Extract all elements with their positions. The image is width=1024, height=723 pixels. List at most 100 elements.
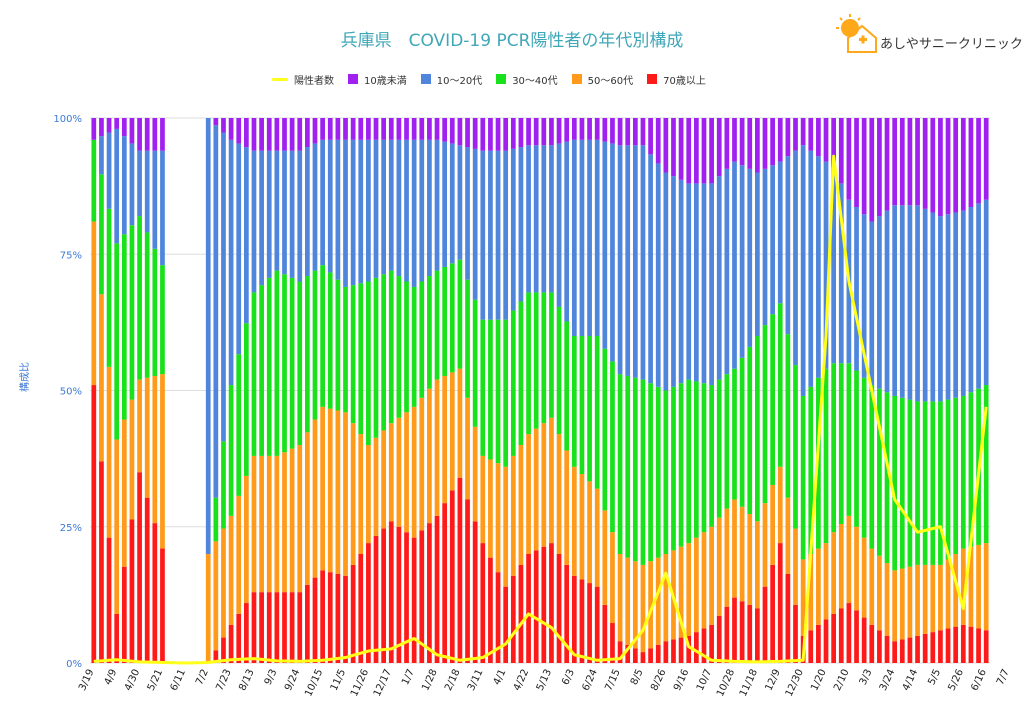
bar-segment-under10 bbox=[366, 118, 371, 140]
bar-segment-10-20s bbox=[289, 150, 295, 278]
x-tick-label: 8/26 bbox=[649, 668, 668, 693]
bar-segment-under10 bbox=[899, 118, 905, 206]
bar-segment-50-60s bbox=[335, 410, 341, 574]
clinic-name: あしやサニークリニック bbox=[880, 37, 1023, 52]
bar-segment-30-40s bbox=[960, 395, 966, 549]
bar-segment-under10 bbox=[289, 118, 295, 151]
bar-segment-70plus bbox=[960, 624, 966, 663]
bar-segment-under10 bbox=[266, 118, 272, 151]
bar-segment-under10 bbox=[526, 118, 531, 146]
bar-segment-10-20s bbox=[579, 139, 585, 336]
x-tick-label: 7/15 bbox=[603, 668, 622, 693]
bar-segment-70plus bbox=[221, 637, 226, 663]
legend-swatch bbox=[420, 74, 431, 84]
bar-segment-50-60s bbox=[419, 397, 425, 531]
bar-segment-under10 bbox=[243, 118, 249, 148]
bar-segment-50-60s bbox=[831, 532, 837, 614]
bar-segment-10-20s bbox=[160, 150, 165, 266]
bar-segment-30-40s bbox=[907, 399, 913, 567]
bar-segment-10-20s bbox=[724, 168, 730, 375]
x-tick-label: 9/3 bbox=[263, 668, 280, 687]
bar-segment-under10 bbox=[884, 118, 890, 211]
bar-segment-under10 bbox=[228, 118, 234, 140]
bar-segment-10-20s bbox=[259, 150, 264, 286]
bar-segment-30-40s bbox=[938, 401, 943, 565]
bar-segment-10-20s bbox=[610, 143, 615, 362]
bar-segment-50-60s bbox=[747, 514, 753, 605]
legend-swatch bbox=[348, 74, 358, 84]
bar-segment-10-20s bbox=[587, 139, 592, 336]
bar-segment-10-20s bbox=[739, 165, 745, 358]
bar-segment-30-40s bbox=[350, 285, 356, 424]
bar-segment-30-40s bbox=[297, 281, 303, 445]
bar-segment-50-60s bbox=[678, 546, 684, 638]
bar-segment-70plus bbox=[495, 572, 501, 663]
bar-segment-under10 bbox=[556, 118, 562, 144]
bar-segment-under10 bbox=[213, 118, 219, 126]
bar-segment-under10 bbox=[411, 118, 417, 140]
bar-segment-10-20s bbox=[594, 139, 600, 336]
bar-segment-30-40s bbox=[213, 497, 219, 542]
legend-item-30-40s: 30～40代 bbox=[496, 72, 558, 87]
bar-segment-70plus bbox=[251, 592, 257, 663]
bar-segment-70plus bbox=[282, 592, 287, 663]
bar-segment-50-60s bbox=[320, 406, 325, 571]
bar-segment-70plus bbox=[877, 630, 882, 663]
bar-segment-30-40s bbox=[922, 401, 928, 565]
bar-segment-10-20s bbox=[571, 139, 577, 336]
bar-segment-10-20s bbox=[686, 183, 692, 380]
bar-segment-10-20s bbox=[236, 143, 242, 355]
bar-segment-30-40s bbox=[366, 281, 371, 445]
x-tick-label: 4/9 bbox=[103, 668, 120, 687]
bar-segment-70plus bbox=[663, 641, 669, 663]
bar-segment-10-20s bbox=[121, 136, 127, 235]
bar-segment-30-40s bbox=[930, 401, 936, 565]
bar-segment-70plus bbox=[121, 566, 127, 663]
bar-segment-30-40s bbox=[953, 397, 959, 554]
chart-title: 兵庫県 COVID-19 PCR陽性者の年代別構成 bbox=[340, 31, 684, 51]
bar-segment-30-40s bbox=[152, 248, 158, 376]
bar-segment-70plus bbox=[320, 570, 325, 663]
bar-segment-70plus bbox=[915, 635, 920, 663]
bar-segment-70plus bbox=[587, 583, 592, 663]
bar-segment-30-40s bbox=[686, 379, 692, 544]
bar-segment-70plus bbox=[632, 648, 638, 663]
bar-segment-under10 bbox=[549, 118, 554, 146]
bar-segment-10-20s bbox=[411, 139, 417, 287]
bar-segment-10-20s bbox=[831, 167, 837, 364]
bar-segment-50-60s bbox=[823, 543, 829, 620]
bar-segment-50-60s bbox=[129, 399, 135, 520]
bar-segment-10-20s bbox=[381, 139, 387, 275]
bar-segment-under10 bbox=[137, 118, 142, 151]
bar-segment-50-60s bbox=[266, 455, 272, 593]
bar-segment-30-40s bbox=[381, 274, 387, 431]
bar-segment-30-40s bbox=[160, 265, 165, 375]
bar-segment-70plus bbox=[747, 604, 753, 663]
bar-segment-50-60s bbox=[518, 445, 524, 565]
bar-segment-30-40s bbox=[396, 276, 402, 418]
bar-segment-under10 bbox=[488, 118, 493, 151]
bar-segment-50-60s bbox=[243, 475, 249, 604]
bar-segment-70plus bbox=[343, 575, 348, 663]
bar-segment-50-60s bbox=[854, 526, 859, 611]
bar-segment-50-60s bbox=[648, 561, 653, 649]
bar-segment-10-20s bbox=[785, 156, 791, 335]
bar-segment-under10 bbox=[373, 118, 379, 140]
bar-segment-30-40s bbox=[312, 270, 318, 420]
bar-segment-50-60s bbox=[777, 466, 783, 544]
bar-segment-10-20s bbox=[938, 216, 943, 402]
bar-segment-10-20s bbox=[373, 139, 379, 278]
bar-segment-50-60s bbox=[282, 452, 287, 593]
bar-segment-under10 bbox=[106, 118, 112, 133]
bar-segment-under10 bbox=[152, 118, 158, 151]
bar-segment-30-40s bbox=[404, 281, 409, 413]
bar-segment-10-20s bbox=[808, 150, 814, 387]
bar-segment-10-20s bbox=[716, 176, 722, 380]
bar-segment-10-20s bbox=[983, 199, 989, 386]
bar-segment-under10 bbox=[434, 118, 440, 140]
bar-segment-30-40s bbox=[854, 370, 859, 527]
bar-segment-70plus bbox=[388, 521, 394, 663]
bar-segment-50-60s bbox=[205, 554, 211, 663]
x-tick-label: 11/26 bbox=[349, 668, 371, 699]
